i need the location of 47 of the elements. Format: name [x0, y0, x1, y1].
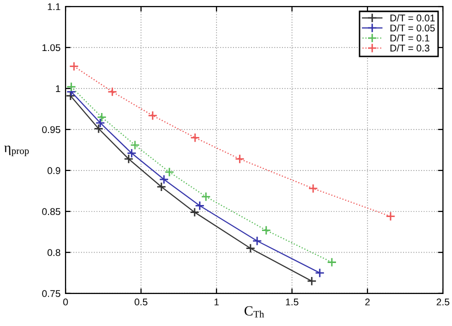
- point: [246, 243, 256, 254]
- point: [234, 154, 245, 164]
- x-tick-label: 1: [214, 298, 219, 306]
- legend-label: D/T = 0.1: [390, 34, 430, 42]
- point: [190, 132, 200, 143]
- point: [94, 124, 104, 134]
- x-tick-label: 2.5: [436, 298, 450, 306]
- point: [148, 110, 158, 120]
- point: [124, 154, 134, 164]
- point: [107, 86, 118, 97]
- point: [386, 211, 396, 222]
- point: [201, 192, 211, 202]
- point: [95, 118, 106, 128]
- point: [308, 184, 318, 194]
- point: [156, 182, 166, 192]
- point: [66, 82, 76, 92]
- point: [306, 276, 317, 286]
- point: [130, 140, 140, 150]
- y-tick-label: 0.9: [48, 167, 60, 174]
- point: [159, 174, 169, 184]
- y-tick-label: 0.75: [42, 290, 60, 298]
- point: [96, 112, 107, 122]
- legend-label: D/T = 0.3: [390, 44, 430, 52]
- point: [190, 207, 200, 218]
- y-tick-label: 1.1: [48, 3, 60, 10]
- legend-label: D/T = 0.01: [390, 14, 435, 22]
- y-tick-label: 1.05: [42, 44, 60, 52]
- y-tick-label: 0.85: [42, 208, 60, 216]
- point: [314, 268, 325, 278]
- x-tick-label: 1.5: [286, 298, 298, 306]
- y-axis-title: η$_{prop}$: [4, 146, 29, 156]
- legend-label: D/T = 0.05: [390, 24, 435, 32]
- point: [194, 200, 205, 211]
- point: [66, 91, 76, 101]
- x-axis-title: C$_{Th}$: [244, 306, 264, 318]
- point: [326, 257, 337, 268]
- y-tick-label: 1: [56, 85, 60, 92]
- x-tick-label: 2: [365, 298, 370, 306]
- point: [69, 61, 79, 72]
- point: [252, 236, 262, 246]
- x-tick-label: 0: [63, 298, 68, 306]
- point: [164, 167, 174, 177]
- y-tick-label: 0.8: [48, 249, 60, 256]
- point: [261, 225, 272, 236]
- point: [126, 148, 137, 158]
- x-tick-label: 0.5: [134, 298, 148, 306]
- y-tick-label: 0.95: [42, 126, 60, 134]
